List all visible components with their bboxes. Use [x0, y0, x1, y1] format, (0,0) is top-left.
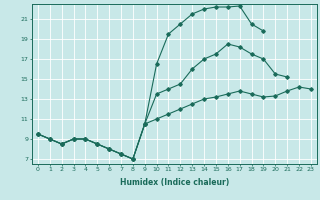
X-axis label: Humidex (Indice chaleur): Humidex (Indice chaleur)	[120, 178, 229, 187]
